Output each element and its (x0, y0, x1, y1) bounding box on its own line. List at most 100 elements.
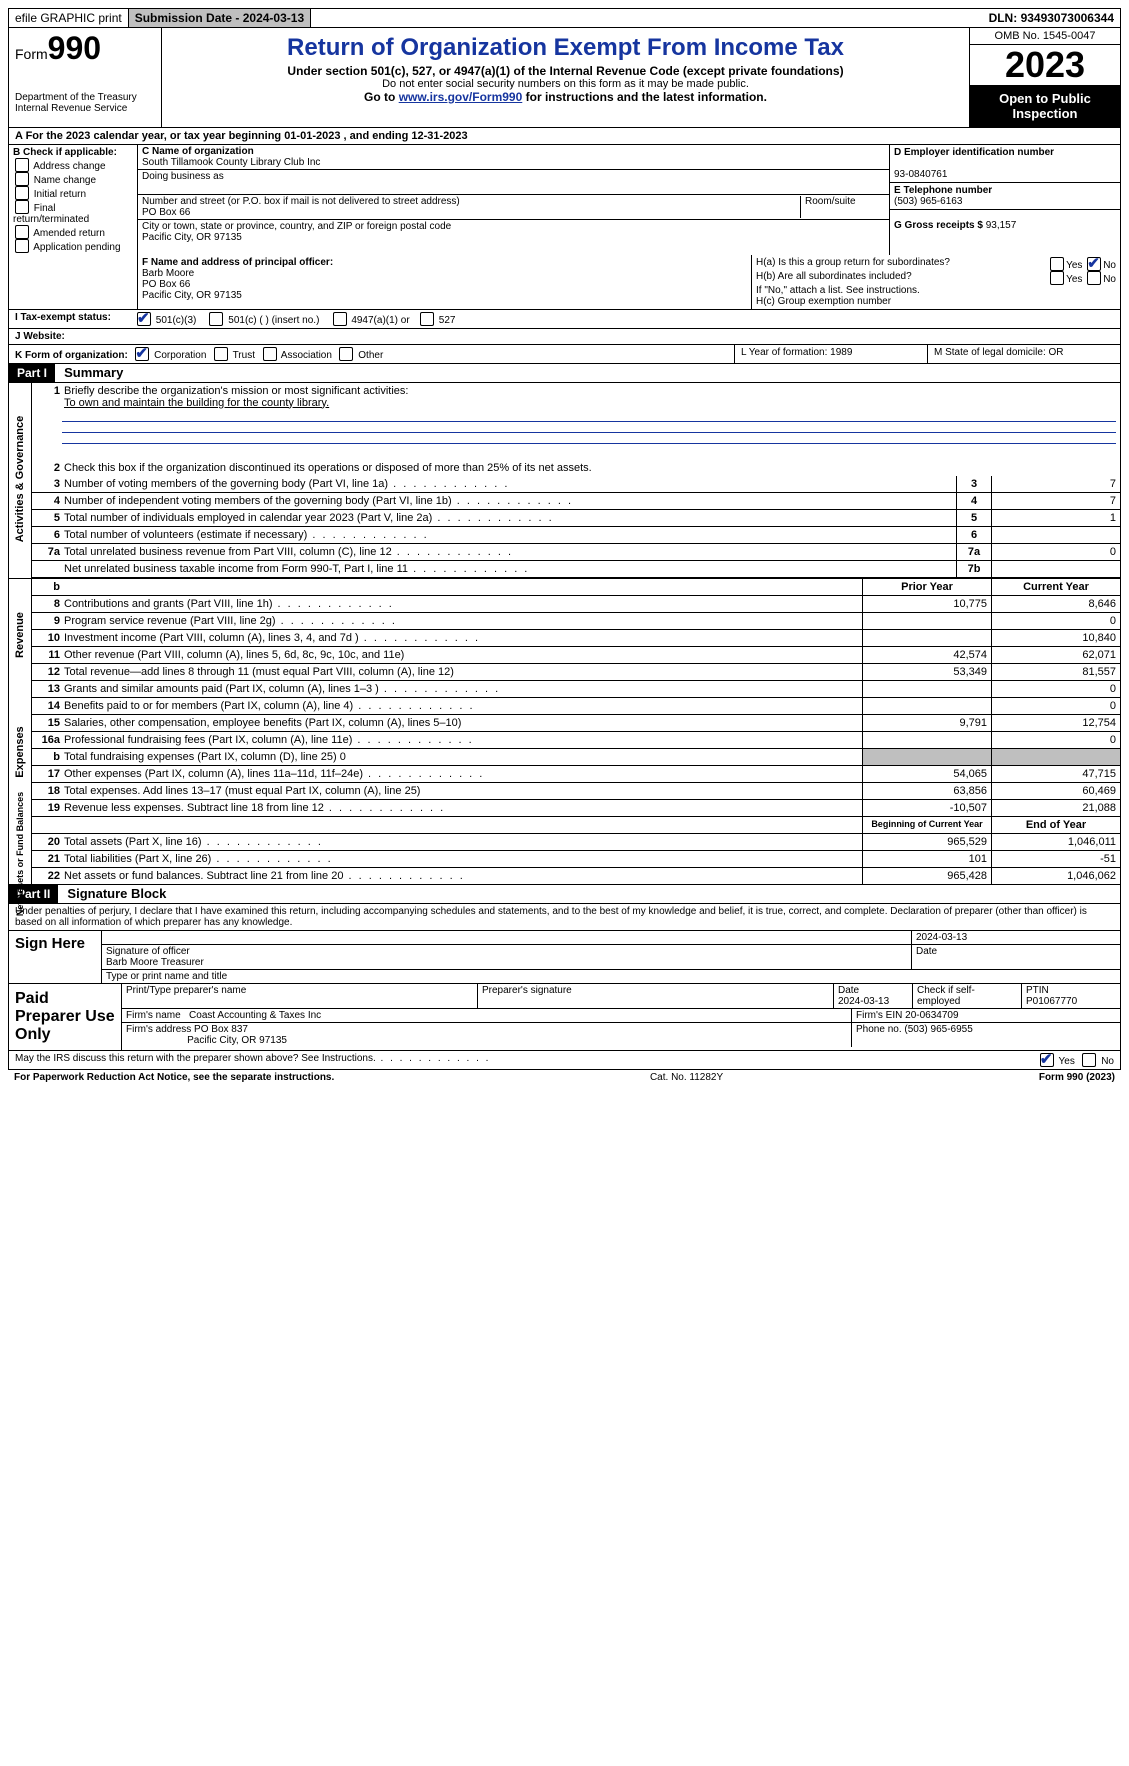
l11-prior: 42,574 (862, 647, 991, 663)
row-j-website: J Website: (8, 329, 1121, 345)
l10-prior (862, 630, 991, 646)
summary-governance: Activities & Governance 1 Briefly descri… (8, 383, 1121, 578)
line4-value: 7 (991, 493, 1120, 509)
chk-hb-yes[interactable] (1050, 271, 1064, 285)
mission-statement: To own and maintain the building for the… (64, 397, 329, 409)
chk-other[interactable] (339, 347, 353, 361)
firm-addr1: PO Box 837 (194, 1024, 248, 1035)
chk-ha-no[interactable] (1087, 257, 1101, 271)
l17-prior: 54,065 (862, 766, 991, 782)
chk-501c[interactable] (209, 312, 223, 326)
firm-phone: (503) 965-6955 (904, 1024, 972, 1035)
col-de: D Employer identification number 93-0840… (889, 145, 1120, 255)
top-bar: efile GRAPHIC print Submission Date - 20… (8, 8, 1121, 28)
l14-prior (862, 698, 991, 714)
info-grid: B Check if applicable: Address change Na… (8, 145, 1121, 255)
l8-current: 8,646 (991, 596, 1120, 612)
telephone: (503) 965-6163 (894, 196, 962, 207)
summary-revenue: Revenue b Prior Year Current Year 8Contr… (8, 578, 1121, 681)
chk-initial-return[interactable]: Initial return (13, 186, 133, 200)
part-i-header: Part I Summary (8, 364, 1121, 383)
org-name: South Tillamook County Library Club Inc (142, 157, 320, 168)
firm-ein: 20-0634709 (905, 1010, 958, 1021)
omb-number: OMB No. 1545-0047 (970, 28, 1120, 45)
header-sub3: Go to www.irs.gov/Form990 for instructio… (168, 90, 963, 104)
l13-prior (862, 681, 991, 697)
l22-current: 1,046,062 (991, 868, 1120, 884)
officer-name: Barb Moore Treasurer (106, 957, 204, 968)
l22-prior: 965,428 (862, 868, 991, 884)
chk-ha-yes[interactable] (1050, 257, 1064, 271)
l16a-prior (862, 732, 991, 748)
dept-label: Department of the Treasury Internal Reve… (15, 92, 155, 114)
chk-application-pending[interactable]: Application pending (13, 239, 133, 253)
col-b-checkboxes: B Check if applicable: Address change Na… (9, 145, 138, 255)
header-left: Form990 Department of the Treasury Inter… (9, 28, 162, 127)
chk-discuss-yes[interactable] (1040, 1053, 1054, 1067)
state-domicile: M State of legal domicile: OR (927, 345, 1120, 363)
part-ii-header: Part II Signature Block (8, 885, 1121, 904)
open-public-inspection: Open to Public Inspection (970, 85, 1120, 127)
line7a-value: 0 (991, 544, 1120, 560)
chk-527[interactable] (420, 312, 434, 326)
l18-prior: 63,856 (862, 783, 991, 799)
line3-value: 7 (991, 476, 1120, 492)
gross-receipts: 93,157 (986, 220, 1017, 231)
row-i-tax-status: I Tax-exempt status: 501(c)(3) 501(c) ( … (8, 310, 1121, 329)
header-sub1: Under section 501(c), 527, or 4947(a)(1)… (168, 64, 963, 78)
signature-intro: Under penalties of perjury, I declare th… (8, 904, 1121, 931)
chk-corporation[interactable] (135, 347, 149, 361)
chk-final-return[interactable]: Final return/terminated (13, 200, 133, 225)
chk-trust[interactable] (214, 347, 228, 361)
page-footer: For Paperwork Reduction Act Notice, see … (8, 1070, 1121, 1085)
form-title: Return of Organization Exempt From Incom… (168, 34, 963, 62)
chk-hb-no[interactable] (1087, 271, 1101, 285)
prep-date: 2024-03-13 (838, 996, 889, 1007)
year-formation: L Year of formation: 1989 (734, 345, 927, 363)
ptin: P01067770 (1026, 996, 1077, 1007)
l21-current: -51 (991, 851, 1120, 867)
sig-date: 2024-03-13 (912, 931, 1120, 944)
l15-current: 12,754 (991, 715, 1120, 731)
ein: 93-0840761 (894, 169, 947, 180)
paid-preparer-block: Paid Preparer Use Only Print/Type prepar… (8, 984, 1121, 1051)
l17-current: 47,715 (991, 766, 1120, 782)
l15-prior: 9,791 (862, 715, 991, 731)
l19-prior: -10,507 (862, 800, 991, 816)
l12-current: 81,557 (991, 664, 1120, 680)
chk-501c3[interactable] (137, 312, 151, 326)
box-f-officer: F Name and address of principal officer:… (138, 255, 751, 309)
l13-current: 0 (991, 681, 1120, 697)
form990-link[interactable]: www.irs.gov/Form990 (399, 90, 523, 104)
l14-current: 0 (991, 698, 1120, 714)
header-sub2: Do not enter social security numbers on … (168, 78, 963, 90)
l20-prior: 965,529 (862, 834, 991, 850)
dln: DLN: 93493073006344 (983, 9, 1120, 27)
row-k-form-org: K Form of organization: Corporation Trus… (8, 345, 1121, 364)
chk-amended-return[interactable]: Amended return (13, 225, 133, 239)
firm-name: Coast Accounting & Taxes Inc (189, 1010, 321, 1021)
l21-prior: 101 (862, 851, 991, 867)
l19-current: 21,088 (991, 800, 1120, 816)
header-mid: Return of Organization Exempt From Incom… (162, 28, 969, 127)
l20-current: 1,046,011 (991, 834, 1120, 850)
submission-date-button[interactable]: Submission Date - 2024-03-13 (128, 9, 311, 27)
row-a-tax-year: A For the 2023 calendar year, or tax yea… (8, 128, 1121, 145)
chk-4947[interactable] (333, 312, 347, 326)
summary-net-assets: Net Assets or Fund Balances Beginning of… (8, 817, 1121, 885)
chk-name-change[interactable]: Name change (13, 172, 133, 186)
l8-prior: 10,775 (862, 596, 991, 612)
l9-current: 0 (991, 613, 1120, 629)
box-h: H(a) Is this a group return for subordin… (751, 255, 1120, 309)
l9-prior (862, 613, 991, 629)
line6-value (991, 527, 1120, 543)
chk-association[interactable] (263, 347, 277, 361)
discuss-row: May the IRS discuss this return with the… (8, 1051, 1121, 1070)
chk-discuss-no[interactable] (1082, 1053, 1096, 1067)
header-right: OMB No. 1545-0047 2023 Open to Public In… (969, 28, 1120, 127)
line7b-value (991, 561, 1120, 577)
chk-address-change[interactable]: Address change (13, 158, 133, 172)
firm-addr2: Pacific City, OR 97135 (187, 1035, 287, 1046)
l10-current: 10,840 (991, 630, 1120, 646)
col-c-org-info: C Name of organization South Tillamook C… (138, 145, 889, 255)
